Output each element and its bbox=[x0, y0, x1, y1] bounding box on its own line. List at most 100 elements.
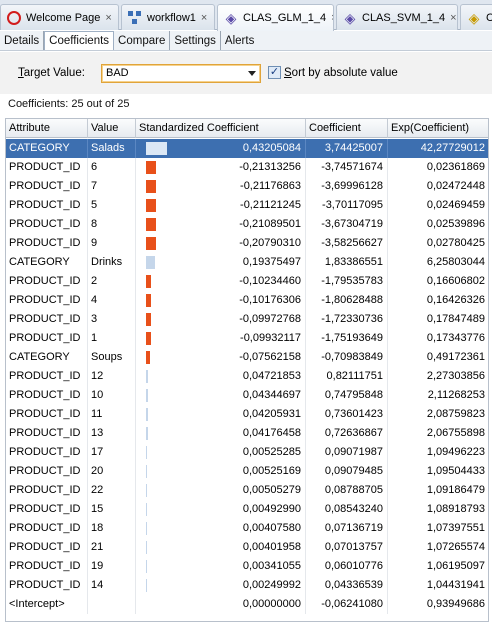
oracle-icon bbox=[7, 10, 21, 25]
table-row[interactable]: PRODUCT_ID 7 -0,21176863 -3,69996128 0,02472… bbox=[6, 177, 488, 196]
table-row[interactable]: PRODUCT_ID 3 -0,09972768 -1,72330736 0,17847… bbox=[6, 310, 488, 329]
attribute-cell: PRODUCT_ID bbox=[6, 196, 88, 215]
table-row[interactable]: PRODUCT_ID 21 0,00401958 0,07013757 1,072655… bbox=[6, 538, 488, 557]
table-row[interactable]: <Intercept> 0,00000000 -0,06241080 0,939496… bbox=[6, 595, 488, 614]
attribute-cell: PRODUCT_ID bbox=[6, 519, 88, 538]
standardized-coefficient-cell: -0,21089501 bbox=[136, 215, 306, 234]
table-row[interactable]: PRODUCT_ID 18 0,00407580 0,07136719 1,073975… bbox=[6, 519, 488, 538]
table-row[interactable]: PRODUCT_ID 4 -0,10176306 -1,80628488 0,16426… bbox=[6, 291, 488, 310]
coefficient-cell: -1,75193649 bbox=[306, 329, 388, 348]
negative-coefficient-bar bbox=[146, 351, 150, 364]
exp-coefficient-cell: 0,16426326 bbox=[388, 291, 488, 310]
coefficients-table: Attribute Value Standardized Coefficient… bbox=[5, 118, 489, 622]
close-icon[interactable]: × bbox=[450, 11, 457, 24]
coefficient-cell: 0,72636867 bbox=[306, 424, 388, 443]
sort-absolute-checkbox[interactable]: ✓ bbox=[268, 66, 281, 79]
standardized-coefficient-value: 0,43205084 bbox=[242, 142, 301, 154]
standardized-coefficient-value: -0,07562158 bbox=[239, 351, 301, 363]
standardized-coefficient-value: -0,09932117 bbox=[240, 332, 301, 344]
attribute-cell: PRODUCT_ID bbox=[6, 291, 88, 310]
chevron-down-icon bbox=[248, 71, 256, 76]
value-cell: 19 bbox=[88, 557, 136, 576]
editor-tab[interactable]: ◈ CLAS_GLM_1_4 × bbox=[217, 4, 334, 31]
exp-coefficient-cell: 0,02469459 bbox=[388, 196, 488, 215]
tab-settings[interactable]: Settings bbox=[170, 31, 221, 50]
standardized-coefficient-cell: 0,00249992 bbox=[136, 576, 306, 595]
positive-coefficient-bar bbox=[146, 465, 147, 478]
table-row[interactable]: CATEGORY Drinks 0,19375497 1,83386551 6,2580… bbox=[6, 253, 488, 272]
standardized-coefficient-cell: -0,10234460 bbox=[136, 272, 306, 291]
tab-coefficients[interactable]: Coefficients bbox=[44, 31, 115, 50]
sort-absolute-label[interactable]: Sort by absolute value bbox=[284, 67, 398, 79]
standardized-coefficient-value: 0,19375497 bbox=[242, 256, 301, 268]
table-row[interactable]: CATEGORY Soups -0,07562158 -0,70983849 0,491… bbox=[6, 348, 488, 367]
standardized-coefficient-value: 0,00249992 bbox=[242, 579, 301, 591]
column-header-value[interactable]: Value bbox=[88, 119, 136, 138]
standardized-coefficient-cell: -0,21121245 bbox=[136, 196, 306, 215]
column-header-attribute[interactable]: Attribute bbox=[6, 119, 88, 138]
table-row[interactable]: PRODUCT_ID 20 0,00525169 0,09079485 1,095044… bbox=[6, 462, 488, 481]
standardized-coefficient-cell: 0,04176458 bbox=[136, 424, 306, 443]
standardized-coefficient-cell: 0,00492990 bbox=[136, 500, 306, 519]
editor-tab[interactable]: workflow1 × bbox=[121, 4, 215, 30]
column-header-coefficient[interactable]: Coefficient bbox=[306, 119, 388, 138]
table-row[interactable]: CATEGORY Salads 0,43205084 3,74425007 42,277… bbox=[6, 139, 488, 158]
attribute-cell: <Intercept> bbox=[6, 595, 88, 614]
value-cell: 7 bbox=[88, 177, 136, 196]
positive-coefficient-bar bbox=[146, 142, 167, 155]
standardized-coefficient-value: 0,00407580 bbox=[242, 522, 301, 534]
coefficient-cell: -3,58256627 bbox=[306, 234, 388, 253]
positive-coefficient-bar bbox=[146, 560, 147, 573]
editor-tab[interactable]: ◈ CLAS_SVM_1_4 × bbox=[336, 4, 458, 30]
table-row[interactable]: PRODUCT_ID 9 -0,20790310 -3,58256627 0,02780… bbox=[6, 234, 488, 253]
attribute-cell: PRODUCT_ID bbox=[6, 272, 88, 291]
table-row[interactable]: PRODUCT_ID 13 0,04176458 0,72636867 2,067558… bbox=[6, 424, 488, 443]
coefficient-cell: 0,82111751 bbox=[306, 367, 388, 386]
column-header-standardized-coefficient[interactable]: Standardized Coefficient bbox=[136, 119, 306, 138]
coefficient-cell: 0,04336539 bbox=[306, 576, 388, 595]
table-row[interactable]: PRODUCT_ID 2 -0,10234460 -1,79535783 0,16606… bbox=[6, 272, 488, 291]
close-icon[interactable]: × bbox=[105, 11, 112, 24]
standardized-coefficient-value: -0,21089501 bbox=[239, 218, 301, 230]
table-row[interactable]: PRODUCT_ID 15 0,00492990 0,08543240 1,089187… bbox=[6, 500, 488, 519]
target-value-dropdown[interactable]: BAD bbox=[101, 64, 261, 83]
close-icon[interactable]: × bbox=[200, 11, 208, 24]
tab-details[interactable]: Details bbox=[0, 31, 45, 50]
column-header-exp-coefficient[interactable]: Exp(Coefficient) bbox=[388, 119, 488, 138]
workflow-icon bbox=[128, 10, 142, 25]
table-row[interactable]: PRODUCT_ID 14 0,00249992 0,04336539 1,044319… bbox=[6, 576, 488, 595]
editor-tab[interactable]: ◈ CL bbox=[460, 4, 492, 30]
table-row[interactable]: PRODUCT_ID 10 0,04344697 0,74795848 2,112682… bbox=[6, 386, 488, 405]
negative-coefficient-bar bbox=[146, 218, 156, 231]
editor-tab[interactable]: Welcome Page × bbox=[0, 4, 119, 30]
table-row[interactable]: PRODUCT_ID 22 0,00505279 0,08788705 1,091864… bbox=[6, 481, 488, 500]
model-icon: ◈ bbox=[225, 10, 237, 26]
exp-coefficient-cell: 2,11268253 bbox=[388, 386, 488, 405]
coefficient-cell: 0,74795848 bbox=[306, 386, 388, 405]
table-row[interactable]: PRODUCT_ID 11 0,04205931 0,73601423 2,087598… bbox=[6, 405, 488, 424]
table-row[interactable]: PRODUCT_ID 8 -0,21089501 -3,67304719 0,02539… bbox=[6, 215, 488, 234]
tab-alerts[interactable]: Alerts bbox=[224, 34, 255, 47]
table-row[interactable]: PRODUCT_ID 19 0,00341055 0,06010776 1,061950… bbox=[6, 557, 488, 576]
close-icon[interactable]: × bbox=[331, 12, 333, 24]
table-row[interactable]: PRODUCT_ID 12 0,04721853 0,82111751 2,273038… bbox=[6, 367, 488, 386]
standardized-coefficient-value: 0,04176458 bbox=[242, 427, 301, 439]
table-row[interactable]: PRODUCT_ID 5 -0,21121245 -3,70117095 0,02469… bbox=[6, 196, 488, 215]
standardized-coefficient-value: -0,10234460 bbox=[239, 275, 301, 287]
coefficient-cell: 0,09071987 bbox=[306, 443, 388, 462]
tab-compare[interactable]: Compare bbox=[114, 31, 171, 50]
coefficient-cell: 0,07013757 bbox=[306, 538, 388, 557]
target-value-panel: Target Value: BAD ✓ Sort by absolute val… bbox=[0, 52, 492, 94]
standardized-coefficient-cell: 0,43205084 bbox=[136, 139, 306, 158]
standardized-coefficient-cell: -0,21176863 bbox=[136, 177, 306, 196]
standardized-coefficient-value: -0,10176306 bbox=[239, 294, 301, 306]
value-cell bbox=[88, 595, 136, 614]
exp-coefficient-cell: 1,09504433 bbox=[388, 462, 488, 481]
editor-tab-label: Welcome Page bbox=[26, 11, 101, 24]
negative-coefficient-bar bbox=[146, 313, 151, 326]
value-cell: 9 bbox=[88, 234, 136, 253]
attribute-cell: PRODUCT_ID bbox=[6, 329, 88, 348]
table-row[interactable]: PRODUCT_ID 17 0,00525285 0,09071987 1,094962… bbox=[6, 443, 488, 462]
table-row[interactable]: PRODUCT_ID 1 -0,09932117 -1,75193649 0,17343… bbox=[6, 329, 488, 348]
table-row[interactable]: PRODUCT_ID 6 -0,21313256 -3,74571674 0,02361… bbox=[6, 158, 488, 177]
